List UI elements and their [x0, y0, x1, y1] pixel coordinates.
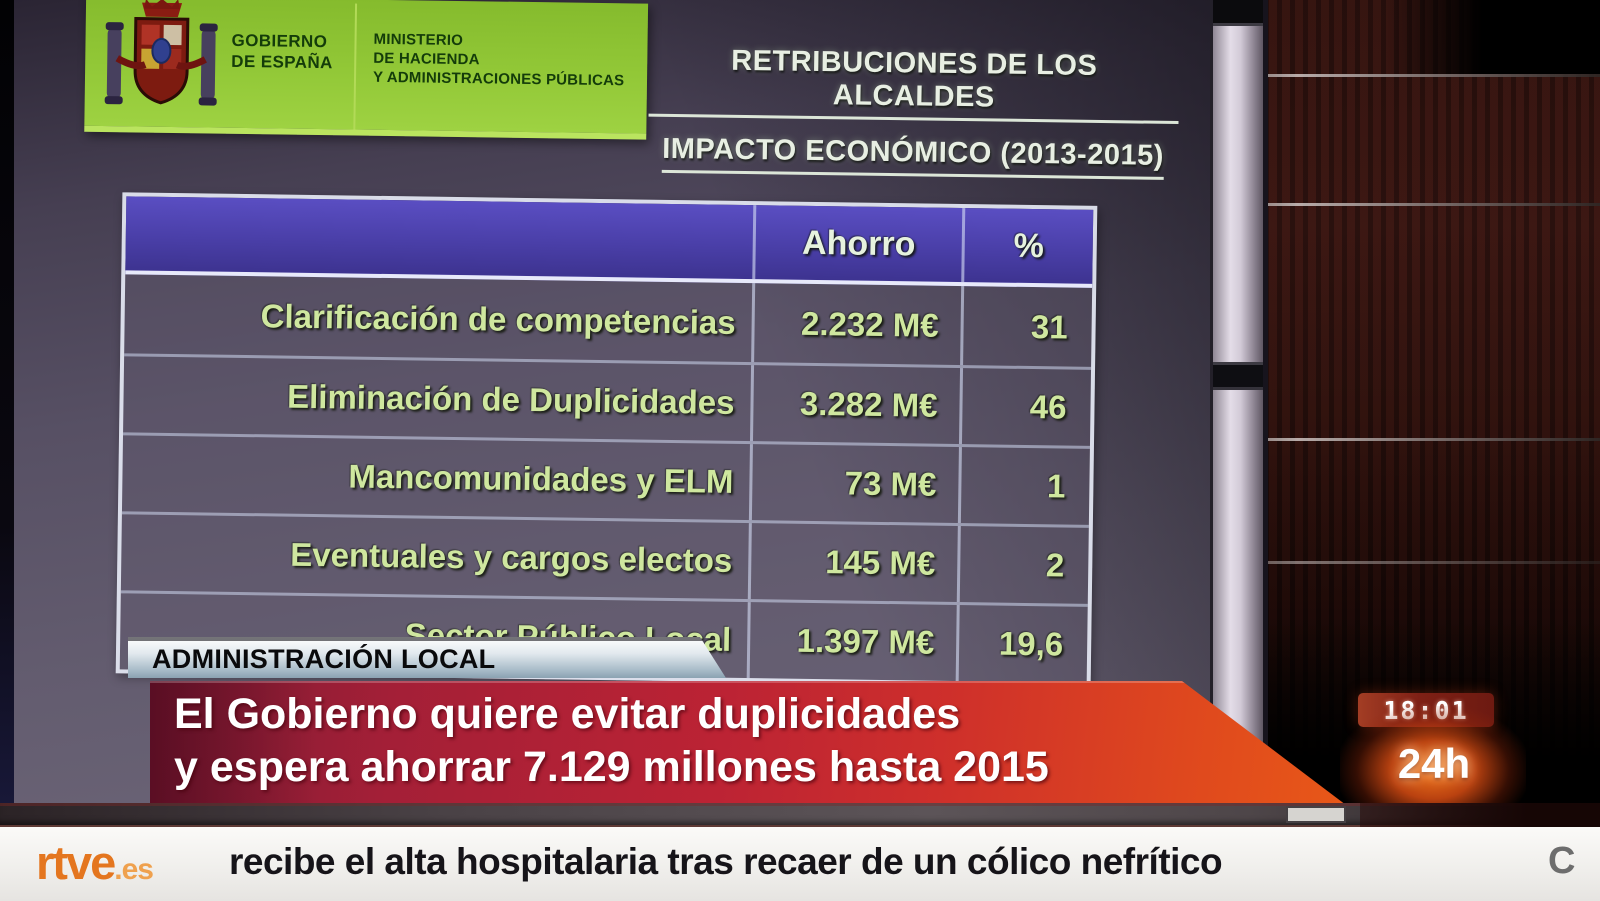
- studio-shadow-corner: [1385, 0, 1600, 74]
- wood-trim-line: [1212, 203, 1600, 206]
- rtve-logo-suffix: .es: [114, 853, 154, 886]
- row-ahorro: 1.397 M€: [746, 602, 957, 681]
- strip-right-shadow: [1360, 803, 1600, 827]
- ticker-trailing-char: C: [1548, 840, 1576, 882]
- row-label: Eliminación de Duplicidades: [286, 377, 735, 421]
- ticker-headline: recibe el alta hospitalaria tras recaer …: [229, 841, 1223, 882]
- government-name: GOBIERNO DE ESPAÑA: [231, 30, 333, 73]
- rtve-logo-main: rtve: [36, 836, 116, 889]
- row-ahorro: 73 M€: [748, 444, 959, 524]
- table-header-empty: [125, 196, 753, 279]
- savings-table: Ahorro % Clarificación de competencias 2…: [115, 192, 1098, 687]
- table-row: Clarificación de competencias 2.232 M€ 3…: [124, 274, 1093, 367]
- row-percent: 1: [957, 447, 1090, 525]
- row-ahorro: 3.282 M€: [749, 365, 961, 445]
- row-label: Eventuales y cargos electos: [290, 535, 733, 579]
- channel-24h-logo: 24h: [1397, 740, 1471, 787]
- kicker-banner: ADMINISTRACIÓN LOCAL: [128, 637, 726, 678]
- row-percent: 2: [956, 526, 1089, 604]
- row-percent: 19,6: [955, 605, 1088, 683]
- government-logo-box: GOBIERNO DE ESPAÑA MINISTERIO DE HACIEND…: [84, 0, 649, 140]
- slide-content: GOBIERNO DE ESPAÑA MINISTERIO DE HACIEND…: [84, 0, 1180, 687]
- wood-trim-line: [1212, 74, 1600, 77]
- slide-title: RETRIBUCIONES DE LOS ALCALDES IMPACTO EC…: [648, 43, 1180, 180]
- ministry-name: MINISTERIO DE HACIENDA Y ADMINISTRACIONE…: [373, 30, 625, 91]
- headline-line1: El Gobierno quiere evitar duplicidades: [174, 690, 961, 738]
- table-row: Eliminación de Duplicidades 3.282 M€ 46: [123, 353, 1092, 446]
- government-name-line2: DE ESPAÑA: [231, 51, 333, 73]
- screen-left-edge: [0, 0, 14, 806]
- strip-notch: [1288, 808, 1344, 821]
- slide-title-line2: IMPACTO ECONÓMICO (2013-2015): [661, 132, 1165, 180]
- row-ahorro: 2.232 M€: [751, 283, 962, 366]
- logo-divider: [353, 3, 358, 130]
- pole-cap: [1213, 0, 1263, 26]
- ministry-name-line3: Y ADMINISTRACIONES PÚBLICAS: [372, 68, 625, 90]
- table-header-percent: %: [961, 208, 1094, 284]
- rtve-logo: rtve.es: [36, 835, 154, 890]
- row-label: Mancomunidades y ELM: [348, 457, 734, 500]
- table-row: Mancomunidades y ELM 73 M€ 1: [121, 432, 1090, 525]
- table-row: Eventuales y cargos electos 145 M€ 2: [120, 511, 1089, 604]
- separator-strip: [0, 803, 1600, 827]
- table-header-row: Ahorro %: [125, 196, 1094, 288]
- table-header-ahorro: Ahorro: [752, 205, 963, 283]
- studio-pole: [1210, 0, 1268, 806]
- pole-joint: [1213, 362, 1263, 390]
- news-ticker: rtve.es recibe el alta hospitalaria tras…: [0, 827, 1600, 901]
- studio-backdrop: [1212, 0, 1600, 806]
- kicker-text: ADMINISTRACIÓN LOCAL: [152, 644, 496, 674]
- row-percent: 31: [960, 286, 1093, 367]
- government-name-line1: GOBIERNO: [231, 30, 328, 52]
- row-percent: 46: [958, 368, 1092, 446]
- headline-line2: y espera ahorrar 7.129 millones hasta 20…: [174, 743, 1049, 791]
- row-ahorro: 145 M€: [747, 523, 958, 603]
- row-label: Clarificación de competencias: [260, 296, 736, 341]
- headline-banner: El Gobierno quiere evitar duplicidades y…: [150, 681, 1346, 805]
- wood-trim-line: [1212, 438, 1600, 441]
- wood-trim-line: [1212, 561, 1600, 564]
- slide-title-line1: RETRIBUCIONES DE LOS ALCALDES: [648, 43, 1180, 125]
- spain-coat-of-arms-icon: [104, 0, 218, 106]
